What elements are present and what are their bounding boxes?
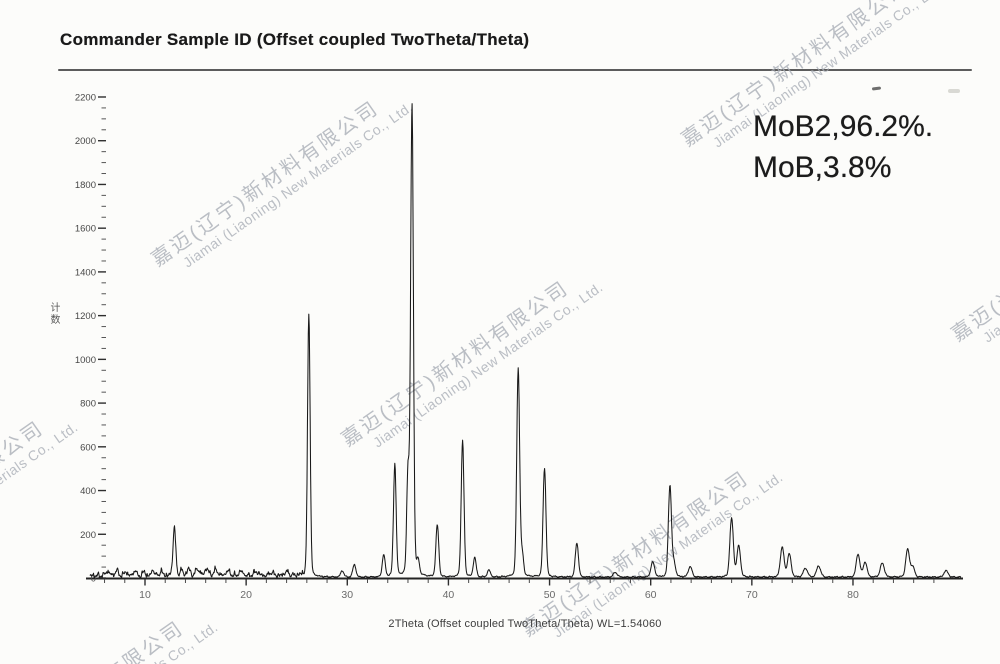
x-tick-label: 60 (645, 589, 657, 601)
x-tick-label: 10 (139, 589, 151, 601)
x-tick-label: 40 (443, 589, 455, 601)
y-tick-label: 1400 (75, 267, 96, 278)
y-tick-label: 800 (80, 399, 96, 410)
phase-line-mob2: MoB2,96.2%. (753, 110, 934, 143)
y-tick-label: 400 (80, 486, 96, 497)
y-tick-label: 2000 (75, 136, 96, 147)
title-underline (58, 69, 972, 71)
x-tick-label: 50 (544, 589, 556, 601)
xrd-trace (89, 103, 962, 579)
y-tick-label: 0 (91, 574, 96, 585)
y-tick-label: 1800 (75, 180, 96, 191)
x-tick-label: 30 (341, 589, 353, 601)
y-tick-label: 2200 (75, 92, 96, 103)
y-tick-label: 1000 (75, 355, 96, 366)
page-title: Commander Sample ID (Offset coupled TwoT… (60, 30, 530, 49)
x-axis-caption: 2Theta (Offset coupled TwoTheta/Theta) W… (388, 618, 662, 630)
phase-composition-annotation: MoB2,96.2%. MoB,3.8% (753, 106, 933, 188)
phase-line-mob: MoB,3.8% (753, 151, 892, 184)
x-tick-label: 20 (240, 589, 252, 601)
y-tick-label: 1200 (75, 311, 96, 322)
x-tick-label: 70 (746, 589, 758, 601)
scan-smudge-light (948, 89, 960, 93)
y-tick-label: 200 (80, 530, 96, 541)
y-tick-label: 600 (80, 442, 96, 453)
x-tick-label: 80 (847, 589, 859, 601)
y-tick-label: 1600 (75, 224, 96, 235)
y-axis-unit-label: 计数 (48, 302, 59, 326)
